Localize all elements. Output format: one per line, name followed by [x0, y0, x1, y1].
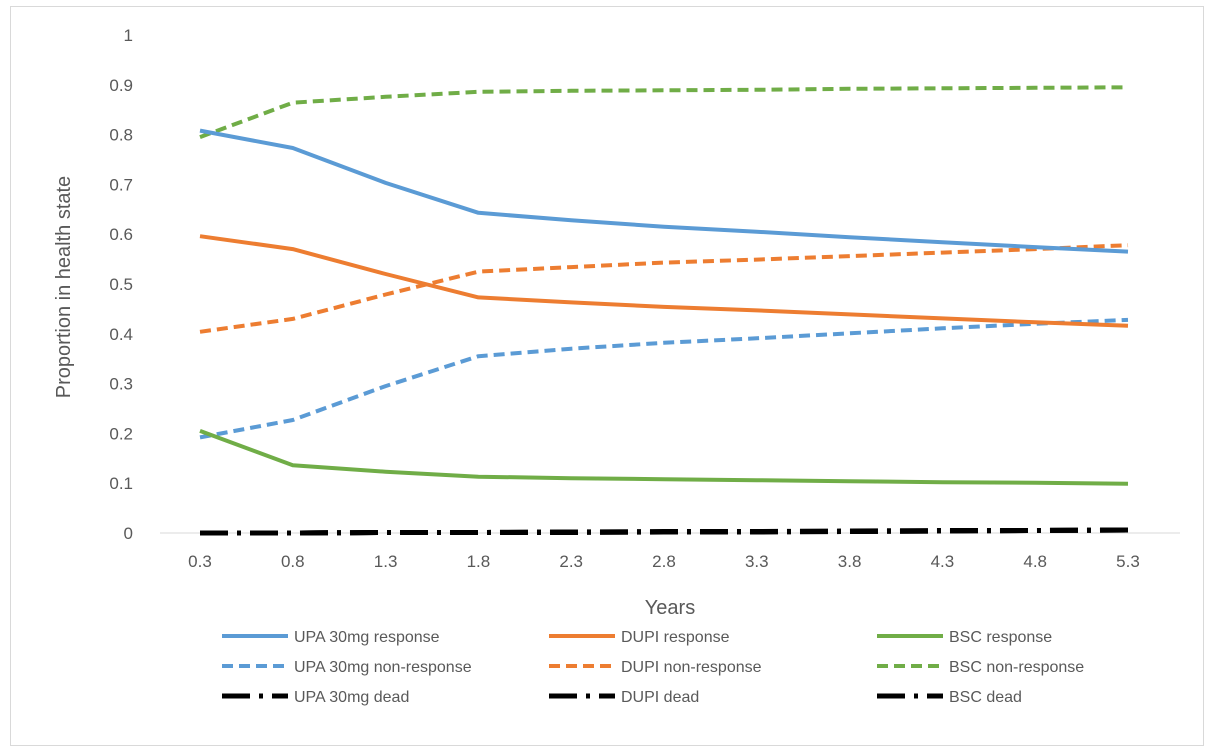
y-tick-label: 1 — [124, 26, 133, 45]
x-tick-label: 2.8 — [652, 552, 676, 571]
x-tick-label: 3.3 — [745, 552, 769, 571]
y-tick-label: 0.7 — [109, 175, 133, 194]
x-tick-label: 3.8 — [838, 552, 862, 571]
y-axis-ticks: 0 0.1 0.2 0.3 0.4 0.5 0.6 0.7 0.8 0.9 1 — [109, 26, 133, 543]
y-tick-label: 0.3 — [109, 375, 133, 394]
series-line-dupi-response — [199, 234, 1129, 328]
x-tick-label: 2.3 — [559, 552, 583, 571]
y-tick-label: 0.4 — [109, 325, 133, 344]
legend-label: UPA 30mg response — [294, 629, 440, 646]
x-tick-label: 1.3 — [374, 552, 398, 571]
x-tick-label: 5.3 — [1116, 552, 1140, 571]
legend-label: DUPI non-response — [621, 659, 762, 676]
series-line-bsc-non-response — [199, 85, 1129, 139]
y-axis-title: Proportion in health state — [53, 176, 75, 398]
y-tick-label: 0 — [124, 524, 133, 543]
x-tick-label: 1.8 — [467, 552, 491, 571]
series-line-upa-30mg-response — [199, 128, 1129, 254]
x-axis-title: Years — [645, 597, 695, 619]
legend-label: BSC dead — [949, 689, 1022, 706]
series-lines — [199, 85, 1129, 536]
series-line-bsc-dead — [200, 527, 1129, 536]
x-tick-label: 4.8 — [1023, 552, 1047, 571]
legend-label: UPA 30mg dead — [294, 689, 409, 706]
legend-label: BSC non-response — [949, 659, 1084, 676]
legend-label: DUPI dead — [621, 689, 699, 706]
y-tick-label: 0.2 — [109, 424, 133, 443]
legend: UPA 30mg response DUPI response BSC respon… — [222, 629, 1084, 706]
y-tick-label: 0.8 — [109, 126, 133, 145]
y-tick-label: 0.9 — [109, 76, 133, 95]
legend-label: UPA 30mg non-response — [294, 659, 472, 676]
y-tick-label: 0.5 — [109, 275, 133, 294]
series-line-dupi-non-response — [199, 243, 1129, 334]
x-tick-label: 4.3 — [931, 552, 955, 571]
y-tick-label: 0.6 — [109, 225, 133, 244]
x-tick-label: 0.8 — [281, 552, 305, 571]
chart-frame — [10, 6, 1204, 746]
series-line-upa-30mg-non-response — [199, 317, 1129, 440]
legend-label: BSC response — [949, 629, 1052, 646]
x-axis-ticks: 0.3 0.8 1.3 1.8 2.3 2.8 3.3 3.8 4.3 4.8 5.3 — [188, 552, 1140, 571]
legend-label: DUPI response — [621, 629, 730, 646]
x-tick-label: 0.3 — [188, 552, 212, 571]
series-line-bsc-response — [199, 429, 1129, 486]
y-tick-label: 0.1 — [109, 474, 133, 493]
